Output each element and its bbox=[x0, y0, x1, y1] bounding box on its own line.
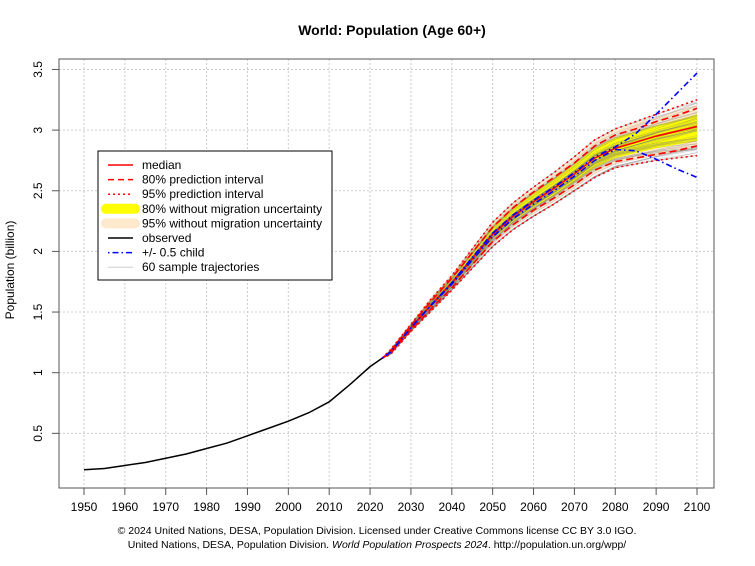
minus-half-child-line bbox=[381, 148, 698, 359]
y-tick-label: 1 bbox=[31, 369, 45, 376]
bands bbox=[382, 104, 697, 359]
sample-trajectory bbox=[382, 115, 698, 359]
y-tick-label: 3 bbox=[31, 126, 45, 133]
sample-trajectory bbox=[382, 114, 698, 359]
footer-citation-suffix: . http://population.un.org/wpp/ bbox=[488, 539, 626, 551]
legend-label: +/- 0.5 child bbox=[142, 246, 204, 260]
sample-trajectory bbox=[382, 120, 698, 359]
sample-trajectory bbox=[382, 129, 698, 359]
sample-trajectory bbox=[382, 140, 698, 359]
sample-trajectory bbox=[382, 147, 698, 359]
chart-title: World: Population (Age 60+) bbox=[298, 22, 486, 38]
x-tick-label: 2080 bbox=[602, 500, 629, 514]
y-tick-label: 2 bbox=[31, 248, 45, 255]
sample-trajectory bbox=[382, 149, 698, 359]
x-tick-label: 2090 bbox=[643, 500, 670, 514]
plot-frame bbox=[58, 58, 715, 489]
pi95-upper-line bbox=[381, 99, 698, 359]
sample-trajectory bbox=[382, 130, 698, 359]
sample-trajectory bbox=[382, 124, 698, 359]
x-tick-label: 1990 bbox=[234, 500, 261, 514]
legend-label: 60 sample trajectories bbox=[142, 260, 259, 274]
legend-label: 95% prediction interval bbox=[142, 187, 263, 201]
legend-label: median bbox=[142, 158, 181, 172]
x-tick-label: 2020 bbox=[357, 500, 384, 514]
sample-trajectory bbox=[382, 140, 698, 359]
plus-half-child-line bbox=[381, 72, 698, 359]
x-tick-label: 2010 bbox=[316, 500, 343, 514]
sample-trajectory bbox=[382, 127, 698, 359]
sample-trajectory bbox=[382, 135, 698, 359]
legend-label: 80% without migration uncertainty bbox=[142, 202, 322, 216]
sample-trajectory bbox=[382, 127, 698, 359]
x-tick-label: 2070 bbox=[561, 500, 588, 514]
legend-box bbox=[97, 150, 333, 281]
sample-trajectory bbox=[382, 128, 698, 359]
footer-citation: United Nations, DESA, Population Divisio… bbox=[128, 539, 627, 551]
observed-line bbox=[83, 357, 383, 471]
footer-copyright: © 2024 United Nations, DESA, Population … bbox=[118, 525, 637, 537]
sample-trajectory bbox=[382, 129, 698, 359]
sample-trajectory bbox=[382, 108, 698, 359]
sample-trajectory bbox=[382, 128, 698, 359]
series-lines bbox=[83, 72, 698, 471]
sample-trajectory bbox=[382, 145, 698, 359]
y-axis-label: Population (billion) bbox=[3, 221, 17, 320]
pi95-lower-line bbox=[382, 154, 698, 359]
y-tick-label: 0.5 bbox=[31, 425, 45, 442]
x-tick-label: 1960 bbox=[112, 500, 139, 514]
sample-trajectory bbox=[382, 136, 698, 359]
sample-trajectory bbox=[382, 143, 698, 359]
sample-trajectory bbox=[382, 137, 698, 359]
x-tick-label: 2040 bbox=[438, 500, 465, 514]
sample-trajectory bbox=[382, 138, 698, 359]
sample-trajectory bbox=[382, 129, 698, 359]
sample-trajectory bbox=[382, 138, 698, 359]
sample-trajectory bbox=[382, 148, 698, 359]
footer-citation-title: World Population Prospects 2024 bbox=[332, 539, 488, 551]
x-tick-label: 2030 bbox=[398, 500, 425, 514]
sample-trajectory bbox=[382, 121, 698, 359]
legend-label: 80% prediction interval bbox=[142, 173, 263, 187]
x-tick-label: 1950 bbox=[71, 500, 98, 514]
x-tick-label: 1980 bbox=[193, 500, 220, 514]
x-tick-label: 2000 bbox=[275, 500, 302, 514]
sample-trajectories bbox=[382, 101, 698, 359]
axes: 1950 1960 1970 1980 1990 2000 2010 2020 2030 2040… bbox=[31, 61, 711, 514]
sample-trajectory bbox=[382, 149, 698, 359]
pi80-lower-line bbox=[381, 145, 698, 359]
x-tick-label: 2050 bbox=[479, 500, 506, 514]
x-tick-label: 1970 bbox=[152, 500, 179, 514]
sample-trajectory bbox=[382, 116, 698, 359]
sample-trajectory bbox=[382, 130, 698, 359]
x-tick-label: 2100 bbox=[684, 500, 711, 514]
legend-label: observed bbox=[142, 231, 191, 245]
sample-trajectory bbox=[382, 114, 698, 359]
median-line bbox=[381, 125, 698, 359]
band-80-without-migration bbox=[382, 114, 697, 359]
y-tick-label: 1.5 bbox=[31, 303, 45, 320]
grid bbox=[59, 59, 714, 488]
sample-trajectory bbox=[382, 146, 698, 359]
footer-citation-prefix: United Nations, DESA, Population Divisio… bbox=[128, 539, 332, 551]
y-tick-label: 2.5 bbox=[31, 182, 45, 199]
y-tick-label: 3.5 bbox=[31, 61, 45, 78]
sample-trajectory bbox=[382, 148, 698, 359]
sample-trajectory bbox=[382, 130, 698, 359]
sample-trajectory bbox=[382, 149, 698, 359]
sample-trajectory bbox=[382, 146, 698, 359]
sample-trajectory bbox=[382, 117, 698, 359]
sample-trajectory bbox=[382, 152, 698, 359]
x-tick-label: 2060 bbox=[520, 500, 547, 514]
legend-label: 95% without migration uncertainty bbox=[142, 216, 322, 230]
sample-trajectory bbox=[382, 140, 698, 359]
sample-trajectory bbox=[382, 148, 698, 359]
